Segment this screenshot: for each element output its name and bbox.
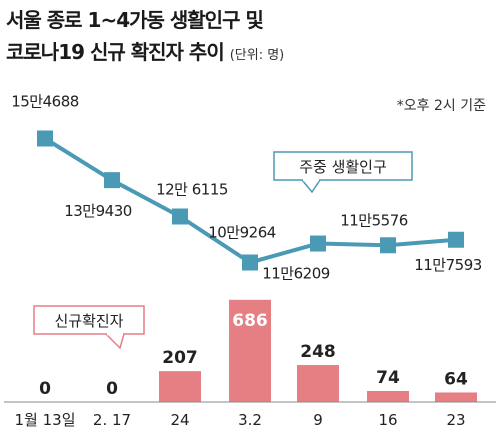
x-tick-label-3: 3.2	[238, 411, 262, 429]
bar-value-labels: 0 0 207 686 248 74 64	[39, 311, 468, 399]
bar-cases-3	[229, 299, 271, 402]
legend-box-cases: 신규확진자	[33, 305, 145, 350]
bar-cases-5	[367, 390, 409, 402]
x-tick-label-2: 24	[170, 411, 189, 429]
line-marker-5	[380, 237, 396, 254]
legend-label-cases: 신규확진자	[54, 312, 123, 330]
line-value-label-0: 15만4688	[11, 93, 79, 111]
bar-layer	[159, 299, 477, 402]
x-tick-label-6: 23	[446, 411, 465, 429]
x-tick-label-1: 2. 17	[93, 411, 131, 429]
line-marker-3	[242, 254, 258, 271]
line-value-labels: 15만4688 13만9430 12만 6115 10만9264 11만6209 11만5…	[11, 93, 482, 283]
bar-value-label-0: 0	[39, 379, 51, 399]
line-value-label-4: 11만6209	[262, 265, 330, 283]
x-tick-label-0: 1월 13일	[15, 411, 76, 429]
line-markers	[37, 130, 464, 271]
bar-cases-2	[159, 371, 201, 402]
line-marker-0	[37, 130, 53, 147]
bar-cases-4	[297, 365, 339, 402]
bar-value-label-3: 686	[232, 311, 268, 331]
unit-label: (단위: 명)	[229, 48, 285, 63]
chart-title-line1: 서울 종로 1~4가동 생활인구 및	[6, 8, 264, 32]
legend-label-population: 주중 생활인구	[299, 158, 387, 176]
line-value-label-3: 10만9264	[208, 224, 276, 242]
bar-value-label-4: 248	[300, 342, 336, 362]
bar-value-label-1: 0	[106, 379, 118, 399]
time-note: *오후 2시 기준	[396, 98, 486, 114]
chart-title-line2-text: 코로나19 신규 확진자 추이	[6, 40, 225, 64]
x-tick-label-4: 9	[313, 411, 323, 429]
legend-box-population: 주중 생활인구	[273, 151, 413, 194]
line-value-label-5: 11만5576	[340, 211, 408, 229]
line-marker-2	[172, 208, 188, 225]
bar-value-label-5: 74	[376, 368, 400, 388]
bar-cases-6	[435, 392, 477, 402]
line-value-label-1: 13만9430	[64, 202, 132, 220]
bar-value-label-6: 64	[444, 369, 468, 389]
line-marker-4	[310, 235, 326, 252]
line-value-label-6: 11만7593	[414, 256, 482, 274]
line-marker-1	[104, 172, 120, 189]
bar-value-label-2: 207	[162, 348, 198, 368]
x-tick-labels: 1월 13일 2. 17 24 3.2 9 16 23	[15, 411, 466, 429]
line-value-label-2: 12만 6115	[156, 180, 228, 198]
line-marker-6	[448, 231, 464, 248]
chart-title-line2: 코로나19 신규 확진자 추이 (단위: 명)	[6, 36, 284, 65]
x-tick-label-5: 16	[378, 411, 397, 429]
